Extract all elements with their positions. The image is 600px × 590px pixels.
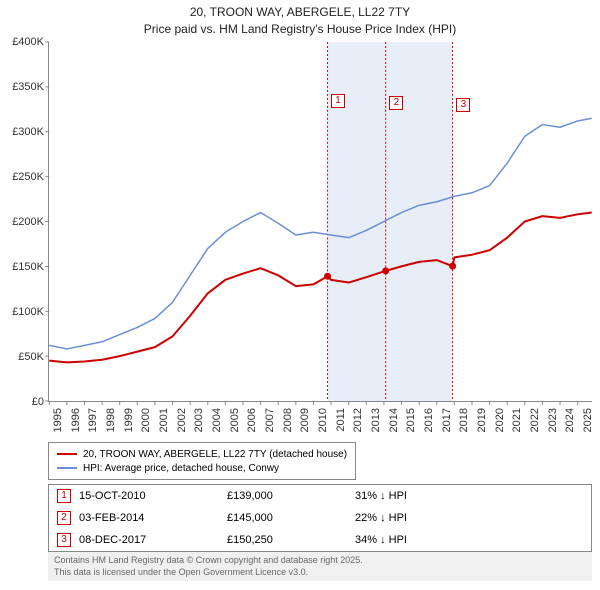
y-tick-label: £350K (0, 81, 44, 93)
chart-title: 20, TROON WAY, ABERGELE, LL22 7TY Price … (0, 0, 600, 38)
x-tick-label: 2022 (529, 408, 541, 432)
x-tick-label: 1999 (123, 408, 135, 432)
transaction-price: £145,000 (227, 512, 347, 524)
footer-line2: This data is licensed under the Open Gov… (54, 567, 586, 579)
transaction-date: 08-DEC-2017 (79, 534, 219, 546)
x-tick-label: 1997 (87, 408, 99, 432)
transaction-price: £139,000 (227, 490, 347, 502)
x-tick-label: 2015 (405, 408, 417, 432)
x-tick-label: 1998 (105, 408, 117, 432)
title-line1: 20, TROON WAY, ABERGELE, LL22 7TY (0, 4, 600, 21)
transaction-date: 03-FEB-2014 (79, 512, 219, 524)
legend-label: 20, TROON WAY, ABERGELE, LL22 7TY (detac… (83, 449, 347, 460)
x-tick-label: 2003 (193, 408, 205, 432)
x-tick-label: 1996 (70, 408, 82, 432)
transaction-delta: 31% ↓ HPI (355, 490, 583, 502)
transaction-marker-num: 2 (57, 511, 71, 525)
x-tick-label: 2004 (211, 408, 223, 432)
transaction-row: 1 15-OCT-2010 £139,000 31% ↓ HPI (49, 485, 591, 507)
transaction-delta: 22% ↓ HPI (355, 512, 583, 524)
transaction-marker-num: 1 (57, 489, 71, 503)
transactions-table: 1 15-OCT-2010 £139,000 31% ↓ HPI 2 03-FEB-201… (48, 484, 592, 552)
chart-plot-area (48, 42, 592, 402)
legend: 20, TROON WAY, ABERGELE, LL22 7TY (detac… (48, 442, 356, 480)
chart-marker-2: 2 (389, 96, 403, 110)
y-tick-label: £0 (0, 396, 44, 408)
x-tick-label: 2024 (564, 408, 576, 432)
x-tick-label: 2025 (582, 408, 594, 432)
y-tick-label: £50K (0, 351, 44, 363)
legend-item: 20, TROON WAY, ABERGELE, LL22 7TY (detac… (57, 447, 347, 461)
x-tick-label: 2018 (458, 408, 470, 432)
x-tick-label: 2006 (246, 408, 258, 432)
x-tick-label: 2014 (388, 408, 400, 432)
x-tick-label: 2009 (299, 408, 311, 432)
transaction-delta: 34% ↓ HPI (355, 534, 583, 546)
x-tick-label: 2012 (352, 408, 364, 432)
legend-label: HPI: Average price, detached house, Conw… (83, 463, 279, 474)
x-tick-label: 2007 (264, 408, 276, 432)
transaction-row: 2 03-FEB-2014 £145,000 22% ↓ HPI (49, 507, 591, 529)
x-tick-label: 2021 (511, 408, 523, 432)
legend-item: HPI: Average price, detached house, Conw… (57, 461, 347, 475)
x-tick-label: 1995 (52, 408, 64, 432)
x-tick-label: 2023 (547, 408, 559, 432)
transaction-price: £150,250 (227, 534, 347, 546)
footer-line1: Contains HM Land Registry data © Crown c… (54, 555, 586, 567)
x-tick-label: 2002 (176, 408, 188, 432)
transaction-date: 15-OCT-2010 (79, 490, 219, 502)
x-tick-label: 2016 (423, 408, 435, 432)
x-tick-label: 2019 (476, 408, 488, 432)
x-tick-label: 2013 (370, 408, 382, 432)
y-tick-label: £250K (0, 171, 44, 183)
legend-swatch (57, 453, 77, 455)
y-tick-label: £300K (0, 126, 44, 138)
x-tick-label: 2000 (140, 408, 152, 432)
chart-marker-1: 1 (331, 94, 345, 108)
x-tick-label: 2017 (441, 408, 453, 432)
x-tick-label: 2001 (158, 408, 170, 432)
y-tick-label: £150K (0, 261, 44, 273)
legend-swatch (57, 467, 77, 469)
chart-svg (49, 42, 592, 401)
transaction-marker-num: 3 (57, 533, 71, 547)
x-tick-label: 2010 (317, 408, 329, 432)
x-tick-label: 2005 (229, 408, 241, 432)
x-tick-label: 2020 (494, 408, 506, 432)
chart-marker-3: 3 (456, 98, 470, 112)
y-tick-label: £400K (0, 36, 44, 48)
title-line2: Price paid vs. HM Land Registry's House … (0, 21, 600, 38)
y-tick-label: £200K (0, 216, 44, 228)
transaction-row: 3 08-DEC-2017 £150,250 34% ↓ HPI (49, 529, 591, 551)
y-tick-label: £100K (0, 306, 44, 318)
x-tick-label: 2008 (282, 408, 294, 432)
footer-attribution: Contains HM Land Registry data © Crown c… (48, 552, 592, 581)
x-tick-label: 2011 (335, 408, 347, 432)
